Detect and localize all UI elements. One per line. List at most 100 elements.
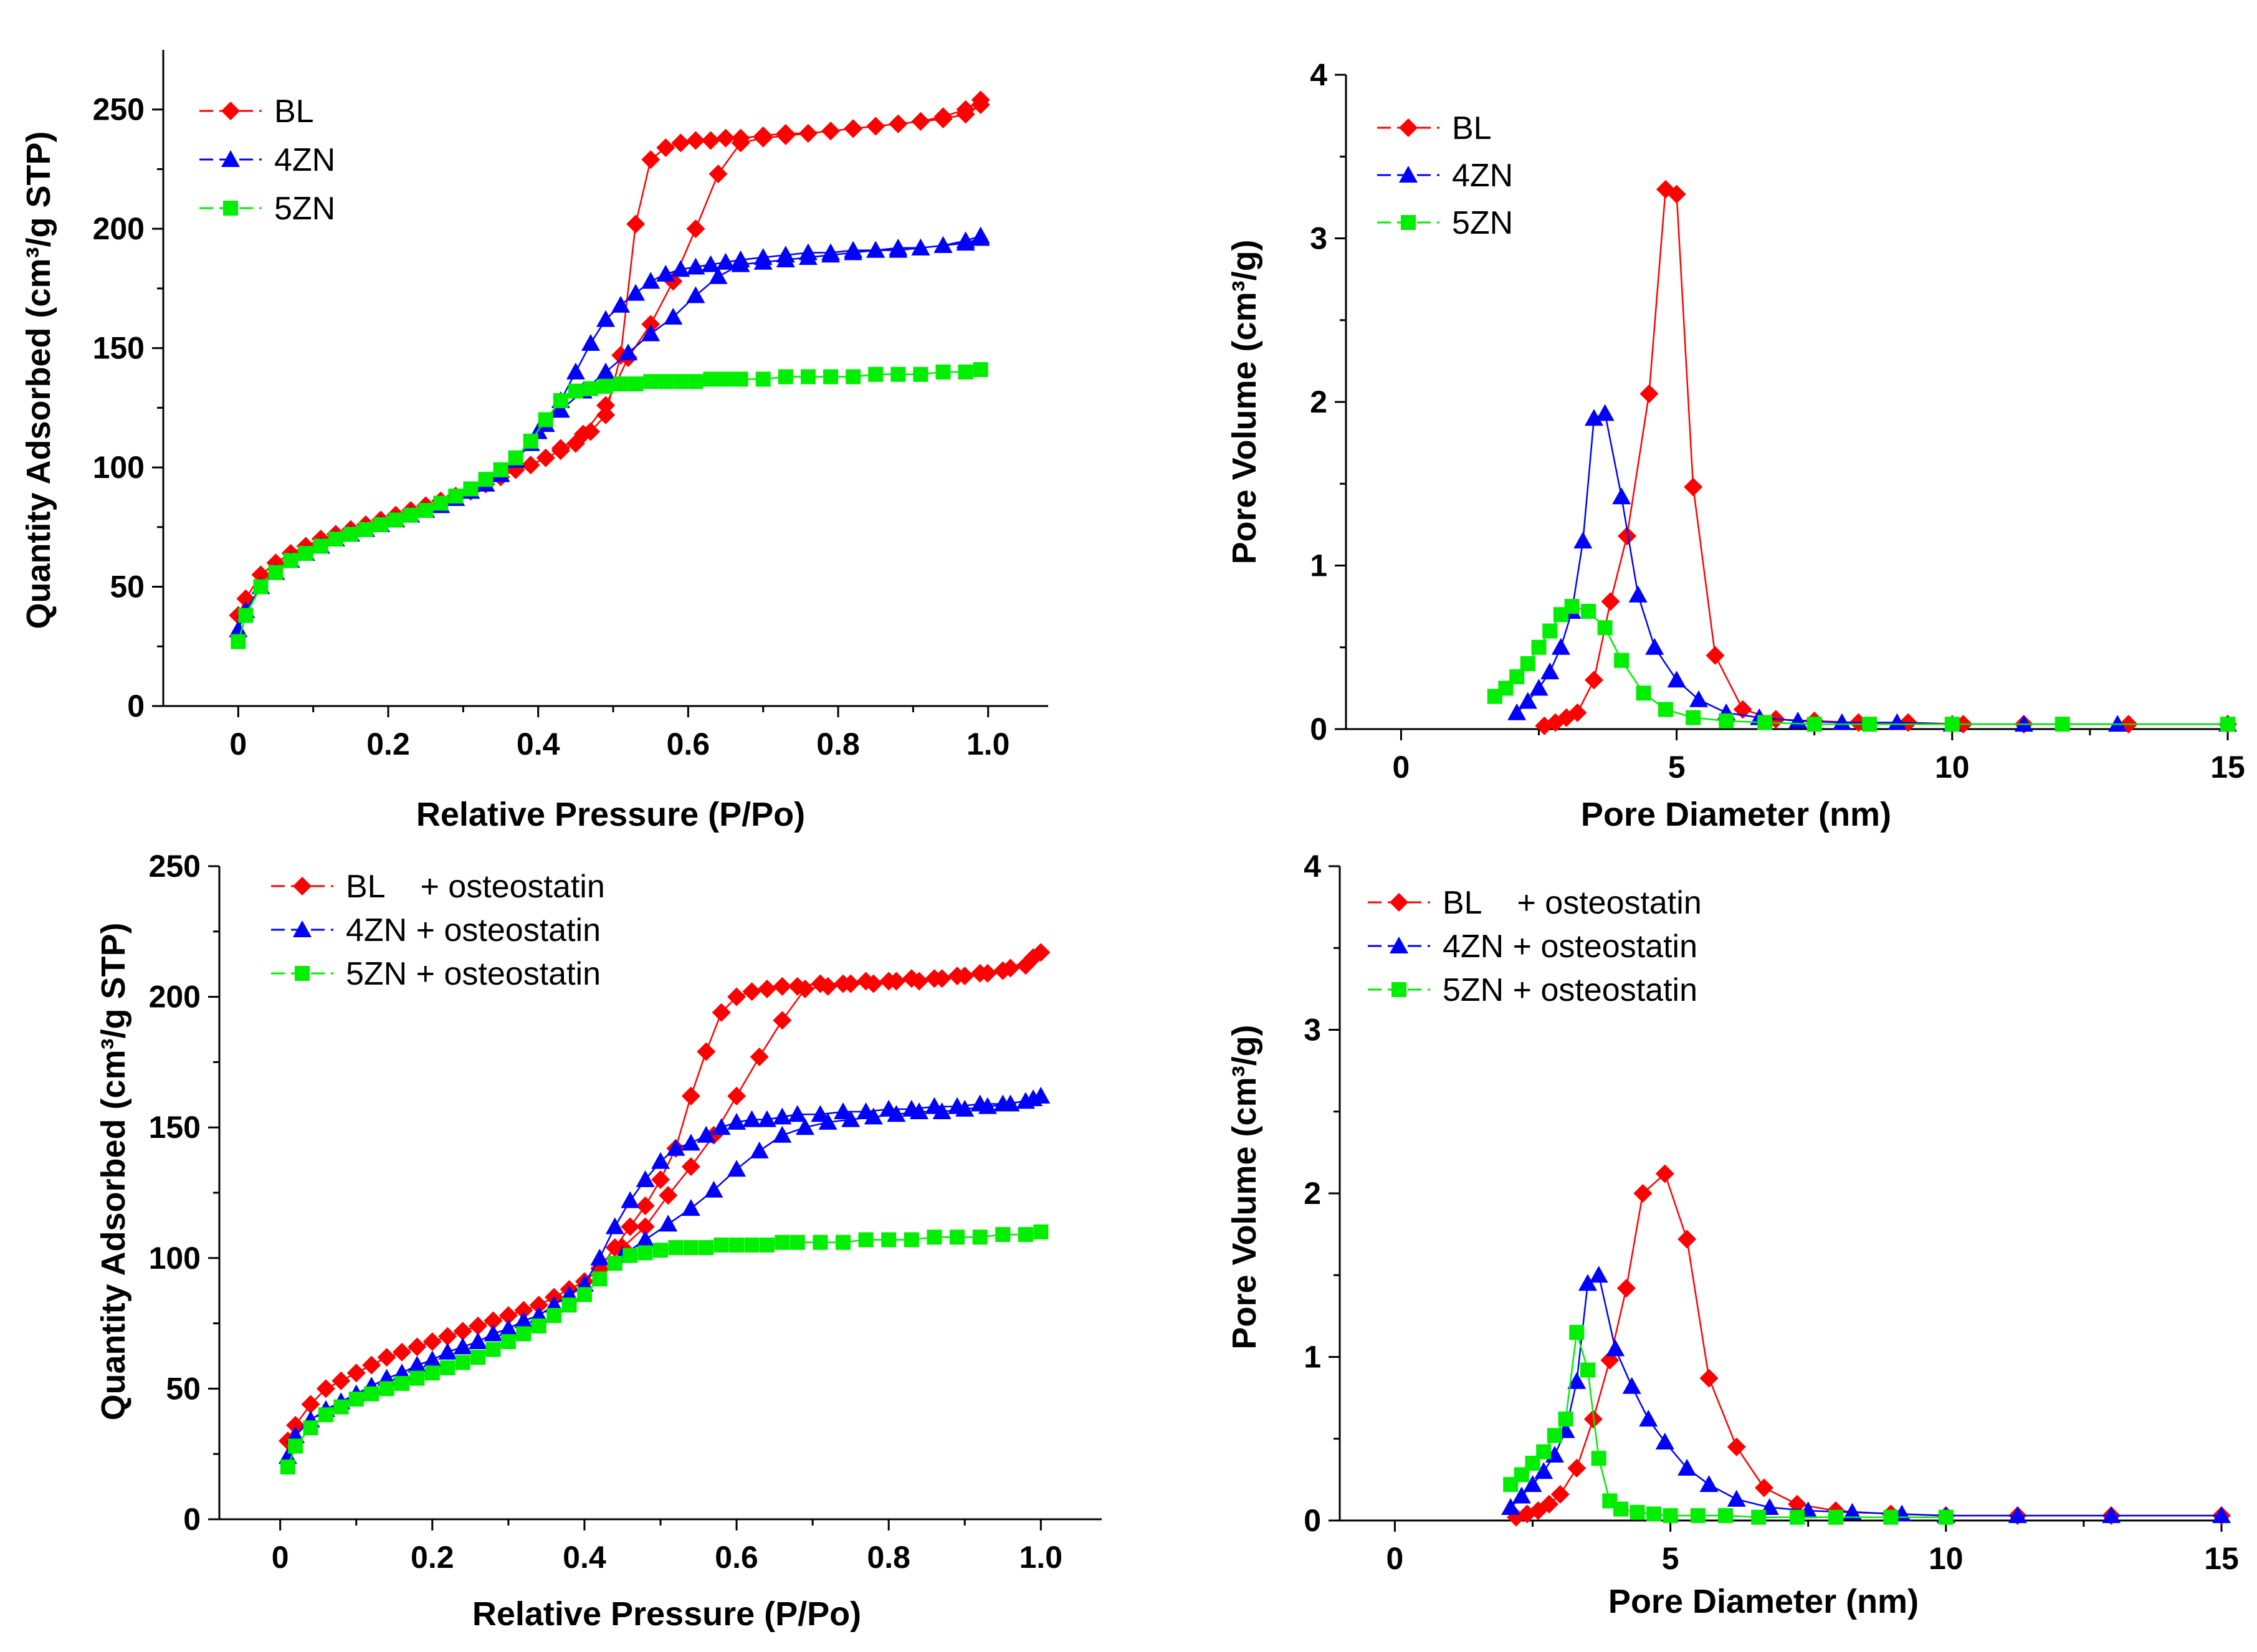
data-point bbox=[697, 1042, 716, 1061]
data-point bbox=[753, 252, 773, 270]
series-5zn bbox=[1487, 599, 2235, 732]
data-point bbox=[408, 1355, 427, 1373]
data-point bbox=[316, 1379, 335, 1398]
data-point bbox=[566, 362, 585, 380]
data-point bbox=[681, 1086, 700, 1105]
data-point bbox=[776, 250, 795, 267]
data-point bbox=[1529, 679, 1548, 696]
data-point bbox=[2212, 1506, 2231, 1524]
legend-marker bbox=[221, 150, 240, 167]
data-point bbox=[757, 1110, 776, 1127]
x-axis-label-isotherm-top: Relative Pressure (P/Po) bbox=[416, 796, 805, 833]
data-point bbox=[455, 1355, 470, 1370]
data-point bbox=[1630, 1504, 1645, 1520]
data-point bbox=[881, 1232, 897, 1248]
series-5zn bbox=[1503, 1325, 1954, 1525]
data-point bbox=[1595, 404, 1615, 421]
data-point bbox=[973, 362, 988, 378]
legend-marker bbox=[1401, 215, 1416, 230]
data-point bbox=[568, 383, 583, 399]
legend-entry: BL bbox=[1377, 110, 1492, 146]
data-point bbox=[773, 1125, 792, 1143]
data-point bbox=[716, 252, 735, 270]
data-point bbox=[910, 1102, 929, 1120]
data-point bbox=[776, 126, 795, 145]
legend-label: BL bbox=[1452, 110, 1492, 146]
data-point bbox=[1646, 1506, 1662, 1522]
data-point bbox=[699, 1240, 714, 1256]
data-point bbox=[238, 608, 254, 623]
data-point bbox=[280, 1459, 295, 1475]
data-point bbox=[433, 495, 449, 511]
data-point bbox=[1578, 1274, 1597, 1291]
data-point bbox=[2220, 717, 2235, 732]
data-point bbox=[607, 1256, 623, 1271]
data-point bbox=[303, 1420, 318, 1436]
data-point bbox=[1512, 1486, 1531, 1504]
data-point bbox=[701, 131, 720, 150]
legend-marker bbox=[293, 920, 312, 937]
data-point bbox=[866, 241, 885, 258]
data-point bbox=[619, 343, 638, 361]
data-point bbox=[727, 987, 747, 1006]
data-point bbox=[697, 1125, 716, 1143]
data-point bbox=[1613, 1501, 1629, 1517]
data-point bbox=[2108, 715, 2127, 732]
series-line bbox=[1510, 1274, 2221, 1517]
data-point bbox=[551, 439, 570, 458]
y-tick-label: 50 bbox=[166, 1371, 201, 1406]
data-point bbox=[1558, 1411, 1573, 1427]
data-point bbox=[955, 967, 975, 986]
data-point bbox=[523, 433, 538, 449]
data-point bbox=[1655, 1164, 1674, 1183]
x-tick-label: 0.4 bbox=[563, 1540, 606, 1575]
data-point bbox=[508, 450, 523, 466]
y-axis-label-isotherm-bottom: Quantity Adsorbed (cm³/g STP) bbox=[95, 922, 132, 1420]
data-point bbox=[910, 972, 929, 991]
data-point bbox=[343, 527, 358, 542]
x-tick-label: 10 bbox=[1935, 750, 1970, 785]
data-point bbox=[1699, 1368, 1719, 1388]
data-point bbox=[514, 1301, 533, 1320]
data-point bbox=[364, 1386, 379, 1401]
data-point bbox=[2008, 1506, 2027, 1524]
data-point bbox=[1033, 1224, 1049, 1239]
legend-marker bbox=[1399, 118, 1418, 137]
data-point bbox=[253, 579, 269, 594]
data-point bbox=[833, 1102, 852, 1120]
data-point bbox=[538, 412, 553, 427]
data-point bbox=[621, 1191, 640, 1208]
legend-entry: 5ZN + osteostatin bbox=[271, 956, 601, 992]
data-point bbox=[666, 1139, 685, 1156]
data-point bbox=[932, 1102, 952, 1120]
x-axis-label-isotherm-bottom: Relative Pressure (P/Po) bbox=[472, 1595, 861, 1633]
x-tick-label: 0 bbox=[1386, 1541, 1404, 1576]
data-point bbox=[1540, 662, 1560, 680]
legend-entry: BL bbox=[199, 93, 314, 130]
y-tick-label: 150 bbox=[149, 1110, 201, 1145]
data-point bbox=[1584, 671, 1603, 690]
data-point bbox=[956, 100, 975, 119]
data-point bbox=[958, 364, 973, 380]
data-point bbox=[818, 1112, 837, 1130]
x-axis-label-pore-top: Pore Diameter (nm) bbox=[1581, 796, 1891, 833]
legend-entry: BL + osteostatin bbox=[271, 869, 605, 905]
data-point bbox=[1501, 1498, 1520, 1515]
series-line bbox=[287, 1231, 1041, 1468]
y-tick-label: 0 bbox=[1310, 712, 1327, 747]
legend-marker bbox=[295, 966, 310, 981]
data-point bbox=[971, 90, 990, 110]
data-point bbox=[681, 1199, 700, 1216]
plot-area-isotherm-bottom: 0 0.2 0.4 0.6 0.8 1.0 0 50 100 150 200 250 BL + oste… bbox=[149, 849, 1102, 1575]
data-point bbox=[1024, 1089, 1043, 1107]
series-5zn bbox=[280, 1224, 1049, 1475]
data-point bbox=[913, 366, 928, 382]
data-point bbox=[484, 1324, 503, 1342]
data-point bbox=[1569, 1325, 1585, 1340]
data-point bbox=[1568, 703, 1587, 722]
data-point bbox=[795, 1118, 814, 1135]
data-point bbox=[887, 1105, 906, 1122]
data-point bbox=[955, 1099, 975, 1117]
y-tick-label: 0 bbox=[127, 689, 145, 723]
data-point bbox=[605, 1217, 624, 1234]
